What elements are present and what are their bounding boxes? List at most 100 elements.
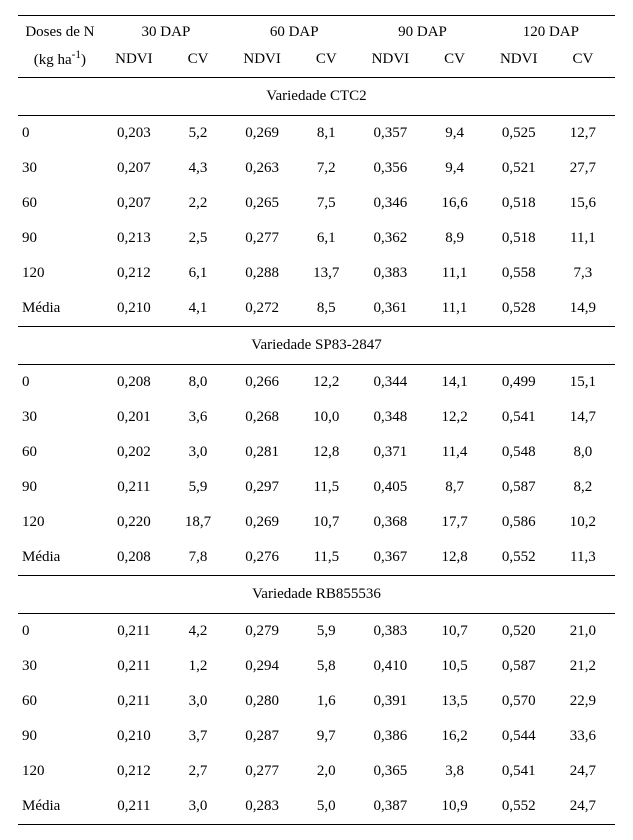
cell-value: 12,8 bbox=[294, 435, 358, 470]
cell-value: 0,211 bbox=[102, 649, 166, 684]
cell-value: 0,276 bbox=[230, 540, 294, 576]
table-row: Média0,2104,10,2728,50,36111,10,52814,9 bbox=[18, 291, 615, 327]
cell-value: 10,0 bbox=[294, 400, 358, 435]
header-period-0: 30 DAP bbox=[102, 16, 230, 46]
row-label: 30 bbox=[18, 649, 102, 684]
row-label: 60 bbox=[18, 186, 102, 221]
row-label: 0 bbox=[18, 614, 102, 650]
cell-value: 0,541 bbox=[487, 754, 551, 789]
table-row: 1200,2126,10,28813,70,38311,10,5587,3 bbox=[18, 256, 615, 291]
cell-value: 0,211 bbox=[102, 614, 166, 650]
cell-value: 6,1 bbox=[294, 221, 358, 256]
table-row: 900,2132,50,2776,10,3628,90,51811,1 bbox=[18, 221, 615, 256]
row-label: Média bbox=[18, 540, 102, 576]
cell-value: 0,544 bbox=[487, 719, 551, 754]
table-row: 00,2114,20,2795,90,38310,70,52021,0 bbox=[18, 614, 615, 650]
cell-value: 0,265 bbox=[230, 186, 294, 221]
cell-value: 10,5 bbox=[423, 649, 487, 684]
cell-value: 8,1 bbox=[294, 116, 358, 152]
cell-value: 0,391 bbox=[358, 684, 422, 719]
cell-value: 5,8 bbox=[294, 649, 358, 684]
row-label: Média bbox=[18, 291, 102, 327]
cell-value: 22,9 bbox=[551, 684, 615, 719]
table-row: 1200,2122,70,2772,00,3653,80,54124,7 bbox=[18, 754, 615, 789]
cell-value: 0,552 bbox=[487, 540, 551, 576]
cell-value: 11,1 bbox=[551, 221, 615, 256]
cell-value: 5,0 bbox=[294, 789, 358, 825]
cell-value: 11,1 bbox=[423, 256, 487, 291]
cell-value: 17,7 bbox=[423, 505, 487, 540]
cell-value: 11,1 bbox=[423, 291, 487, 327]
header-period-1: 60 DAP bbox=[230, 16, 358, 46]
cell-value: 3,0 bbox=[166, 789, 230, 825]
cell-value: 2,0 bbox=[294, 754, 358, 789]
section-title: Variedade CTC2 bbox=[18, 78, 615, 116]
row-label: 90 bbox=[18, 719, 102, 754]
cell-value: 5,2 bbox=[166, 116, 230, 152]
cell-value: 0,277 bbox=[230, 754, 294, 789]
cell-value: 11,4 bbox=[423, 435, 487, 470]
table-row: 900,2103,70,2879,70,38616,20,54433,6 bbox=[18, 719, 615, 754]
cell-value: 7,8 bbox=[166, 540, 230, 576]
row-label: 120 bbox=[18, 256, 102, 291]
cell-value: 0,283 bbox=[230, 789, 294, 825]
table-row: 600,2072,20,2657,50,34616,60,51815,6 bbox=[18, 186, 615, 221]
cell-value: 0,361 bbox=[358, 291, 422, 327]
cell-value: 0,367 bbox=[358, 540, 422, 576]
table-row: 00,2088,00,26612,20,34414,10,49915,1 bbox=[18, 365, 615, 401]
section-title: Variedade SP83-2847 bbox=[18, 327, 615, 365]
cell-value: 0,269 bbox=[230, 116, 294, 152]
cell-value: 0,365 bbox=[358, 754, 422, 789]
header-dose-unit: (kg ha-1) bbox=[18, 45, 102, 78]
cell-value: 5,9 bbox=[294, 614, 358, 650]
cell-value: 0,297 bbox=[230, 470, 294, 505]
cell-value: 0,528 bbox=[487, 291, 551, 327]
cell-value: 13,7 bbox=[294, 256, 358, 291]
cell-value: 0,213 bbox=[102, 221, 166, 256]
row-label: 0 bbox=[18, 365, 102, 401]
header-sub-ndvi-2: NDVI bbox=[358, 45, 422, 78]
cell-value: 6,1 bbox=[166, 256, 230, 291]
cell-value: 0,266 bbox=[230, 365, 294, 401]
cell-value: 0,277 bbox=[230, 221, 294, 256]
cell-value: 10,9 bbox=[423, 789, 487, 825]
cell-value: 8,0 bbox=[166, 365, 230, 401]
cell-value: 0,348 bbox=[358, 400, 422, 435]
cell-value: 0,344 bbox=[358, 365, 422, 401]
header-sub-ndvi-1: NDVI bbox=[230, 45, 294, 78]
cell-value: 4,1 bbox=[166, 291, 230, 327]
cell-value: 2,2 bbox=[166, 186, 230, 221]
table-row: Média0,2087,80,27611,50,36712,80,55211,3 bbox=[18, 540, 615, 576]
cell-value: 9,7 bbox=[294, 719, 358, 754]
cell-value: 1,2 bbox=[166, 649, 230, 684]
cell-value: 0,356 bbox=[358, 151, 422, 186]
cell-value: 9,4 bbox=[423, 116, 487, 152]
cell-value: 0,521 bbox=[487, 151, 551, 186]
cell-value: 3,6 bbox=[166, 400, 230, 435]
cell-value: 33,6 bbox=[551, 719, 615, 754]
cell-value: 0,203 bbox=[102, 116, 166, 152]
cell-value: 0,346 bbox=[358, 186, 422, 221]
cell-value: 0,208 bbox=[102, 540, 166, 576]
cell-value: 0,272 bbox=[230, 291, 294, 327]
cell-value: 8,5 bbox=[294, 291, 358, 327]
header-sub-cv-1: CV bbox=[294, 45, 358, 78]
cell-value: 0,383 bbox=[358, 256, 422, 291]
cell-value: 10,2 bbox=[551, 505, 615, 540]
cell-value: 10,7 bbox=[294, 505, 358, 540]
cell-value: 0,220 bbox=[102, 505, 166, 540]
cell-value: 24,7 bbox=[551, 789, 615, 825]
table-row: 1200,22018,70,26910,70,36817,70,58610,2 bbox=[18, 505, 615, 540]
cell-value: 0,211 bbox=[102, 684, 166, 719]
table-row: 600,2113,00,2801,60,39113,50,57022,9 bbox=[18, 684, 615, 719]
header-sub-cv-2: CV bbox=[423, 45, 487, 78]
cell-value: 0,294 bbox=[230, 649, 294, 684]
header-sub-ndvi-0: NDVI bbox=[102, 45, 166, 78]
data-table: Doses de N 30 DAP 60 DAP 90 DAP 120 DAP … bbox=[18, 15, 615, 825]
cell-value: 0,518 bbox=[487, 186, 551, 221]
cell-value: 0,268 bbox=[230, 400, 294, 435]
cell-value: 12,8 bbox=[423, 540, 487, 576]
cell-value: 7,2 bbox=[294, 151, 358, 186]
cell-value: 5,9 bbox=[166, 470, 230, 505]
cell-value: 3,8 bbox=[423, 754, 487, 789]
